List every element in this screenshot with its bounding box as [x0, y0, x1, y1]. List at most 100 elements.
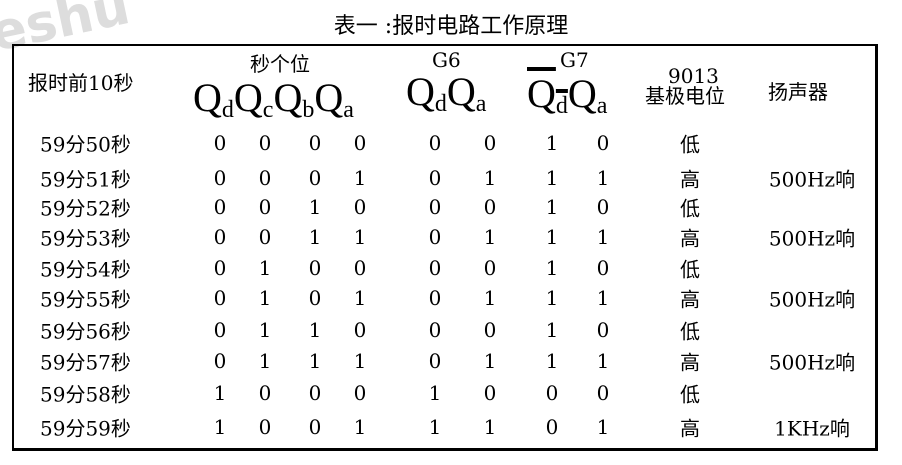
bit-cell: 1: [545, 256, 559, 280]
row-time: 59分50秒: [40, 132, 131, 157]
bit-cell: 1: [545, 318, 559, 342]
bit-cell: 1: [213, 415, 227, 439]
bit-cell: 1: [258, 256, 272, 280]
bit-cell: 0: [428, 225, 442, 249]
bit-cell: 1: [353, 166, 367, 190]
bit-cell: 1: [483, 166, 497, 190]
bit-cell: 0: [428, 131, 442, 155]
bit-cell: 0: [213, 131, 227, 155]
bit-cell: 0: [213, 286, 227, 310]
header-g6: G6: [432, 48, 461, 72]
bit-cell: 0: [353, 381, 367, 405]
bit-cell: 0: [308, 166, 322, 190]
bit-cell: 0: [213, 195, 227, 219]
bit-cell: 1: [596, 415, 610, 439]
bit-cell: 0: [545, 415, 559, 439]
bit-cell: 1: [258, 286, 272, 310]
bit-cell: 0: [353, 131, 367, 155]
bit-cell: 0: [213, 318, 227, 342]
bit-cell: 0: [428, 195, 442, 219]
bit-cell: 1: [308, 318, 322, 342]
header-time: 报时前10秒: [28, 71, 134, 95]
bit-cell: 1: [308, 349, 322, 373]
bit-cell: 0: [258, 131, 272, 155]
bit-cell: 0: [596, 195, 610, 219]
bit-cell: 0: [428, 286, 442, 310]
speaker-cell: 500Hz响: [768, 287, 856, 312]
base-potential-cell: 高: [680, 226, 700, 251]
row-time: 59分56秒: [40, 319, 131, 344]
bit-cell: 0: [258, 195, 272, 219]
bit-cell: 1: [545, 166, 559, 190]
bit-cell: 1: [596, 166, 610, 190]
base-potential-cell: 低: [680, 319, 700, 344]
bit-cell: 0: [483, 381, 497, 405]
row-time: 59分59秒: [40, 416, 131, 441]
bit-cell: 1: [353, 415, 367, 439]
bit-cell: 0: [428, 349, 442, 373]
table-title: 表一 :报时电路工作原理: [333, 14, 569, 39]
base-potential-cell: 低: [680, 257, 700, 282]
base-potential-cell: 低: [680, 132, 700, 157]
bit-cell: 1: [545, 131, 559, 155]
row-time: 59分54秒: [40, 257, 131, 282]
row-time: 59分58秒: [40, 382, 131, 407]
bit-cell: 0: [596, 131, 610, 155]
base-potential-cell: 低: [680, 196, 700, 221]
header-speaker: 扬声器: [768, 80, 828, 104]
base-potential-cell: 高: [680, 167, 700, 192]
bit-cell: 0: [213, 349, 227, 373]
bit-cell: 0: [213, 256, 227, 280]
bit-cell: 0: [428, 166, 442, 190]
bit-cell: 1: [483, 225, 497, 249]
bit-cell: 0: [308, 256, 322, 280]
base-potential-cell: 高: [680, 350, 700, 375]
base-potential-cell: 高: [680, 287, 700, 312]
speaker-cell: 500Hz响: [768, 226, 856, 251]
bit-cell: 1: [353, 286, 367, 310]
bit-cell: 1: [308, 195, 322, 219]
bit-cell: 0: [545, 381, 559, 405]
base-potential-cell: 低: [680, 382, 700, 407]
bit-cell: 1: [596, 286, 610, 310]
bit-cell: 1: [353, 349, 367, 373]
bit-cell: 0: [483, 256, 497, 280]
bit-cell: 1: [545, 286, 559, 310]
header-g6-q-group: QdQa: [406, 69, 487, 117]
bit-cell: 1: [213, 381, 227, 405]
bit-cell: 1: [428, 381, 442, 405]
bit-cell: 0: [483, 318, 497, 342]
row-time: 59分51秒: [40, 167, 131, 192]
bit-cell: 0: [353, 256, 367, 280]
bit-cell: 1: [483, 415, 497, 439]
bit-cell: 0: [308, 286, 322, 310]
speaker-cell: 500Hz响: [768, 350, 856, 375]
bit-cell: 1: [353, 225, 367, 249]
bit-cell: 0: [308, 381, 322, 405]
bit-cell: 0: [258, 415, 272, 439]
bit-cell: 0: [258, 166, 272, 190]
bit-cell: 0: [213, 166, 227, 190]
row-time: 59分55秒: [40, 287, 131, 312]
header-base-potential: 基极电位: [645, 84, 725, 108]
bit-cell: 1: [308, 225, 322, 249]
bit-cell: 0: [258, 381, 272, 405]
bit-cell: 0: [258, 225, 272, 249]
bit-cell: 1: [545, 225, 559, 249]
table-border: [12, 44, 878, 451]
bit-cell: 0: [213, 225, 227, 249]
base-potential-cell: 高: [680, 416, 700, 441]
row-time: 59分53秒: [40, 226, 131, 251]
bit-cell: 1: [428, 415, 442, 439]
header-sec-q-group: QdQcQbQa: [193, 75, 354, 123]
row-time: 59分52秒: [40, 196, 131, 221]
bit-cell: 0: [428, 256, 442, 280]
header-g7: G7: [560, 48, 589, 72]
bit-cell: 1: [483, 286, 497, 310]
bit-cell: 0: [353, 195, 367, 219]
bit-cell: 0: [353, 318, 367, 342]
bit-cell: 0: [596, 381, 610, 405]
bit-cell: 0: [596, 318, 610, 342]
bit-cell: 0: [596, 256, 610, 280]
bit-cell: 1: [596, 225, 610, 249]
